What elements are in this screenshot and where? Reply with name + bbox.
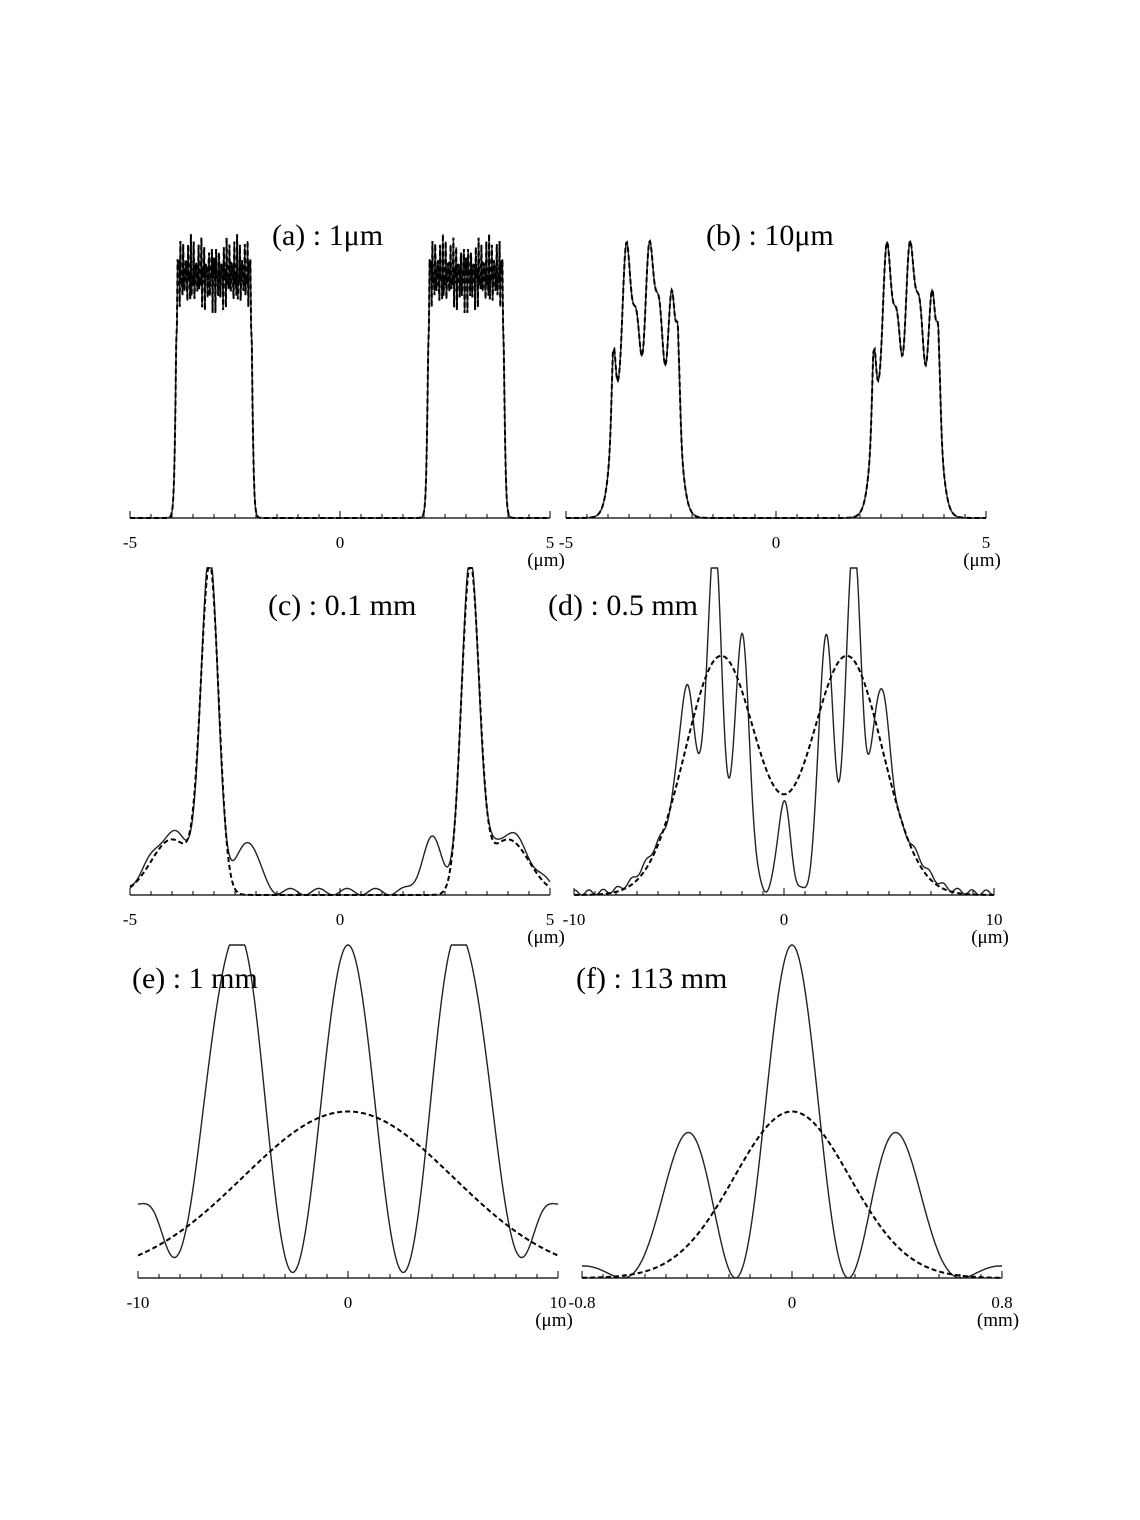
x-tick-label: 0: [772, 533, 781, 552]
x-tick-label: 0.8: [991, 1293, 1012, 1312]
x-tick-label: -5: [123, 910, 137, 929]
x-unit-label: (μm): [971, 927, 1009, 948]
panel-d: -10 0 10(μm) (d) : 0.5 mm: [548, 567, 1009, 948]
x-tick-label: -10: [127, 1293, 150, 1312]
x-tick-label: 5: [546, 910, 555, 929]
x-unit-label: (μm): [527, 927, 565, 948]
dashed-series-line: [130, 234, 550, 519]
panel-f: -0.8 0 0.8(mm) (f) : 113 mm: [569, 944, 1019, 1331]
x-tick-label: -0.8: [569, 1293, 596, 1312]
panel-title: (f) : 113 mm: [576, 962, 727, 995]
x-tick-label: 5: [546, 533, 555, 552]
dashed-series-line: [566, 239, 986, 519]
dashed-series-line: [137, 1110, 559, 1257]
x-tick-label: 0: [344, 1293, 353, 1312]
x-unit-label: (μm): [527, 550, 565, 571]
x-tick-label: -5: [123, 533, 137, 552]
x-tick-label: 10: [986, 910, 1003, 929]
solid-series-line: [566, 239, 986, 519]
panel-title: (d) : 0.5 mm: [548, 589, 698, 622]
panel-title: (c) : 0.1 mm: [268, 589, 416, 622]
x-tick-label: 0: [788, 1293, 797, 1312]
dashed-series-line: [129, 567, 551, 896]
x-tick-label: 0: [336, 910, 345, 929]
panel-a: -5 0 5(μm) (a) : 1μm: [123, 219, 565, 571]
x-tick-label: 0: [780, 910, 789, 929]
x-tick-label: 10: [550, 1293, 567, 1312]
panel-title: (a) : 1μm: [272, 219, 383, 252]
x-unit-label: (μm): [535, 1310, 573, 1331]
solid-series-line: [573, 567, 995, 896]
panel-e: -10 0 10(μm) (e) : 1 mm: [127, 944, 573, 1331]
x-tick-label: -10: [563, 910, 586, 929]
x-tick-label: 0: [336, 533, 345, 552]
x-tick-label: 5: [982, 533, 991, 552]
panel-title: (e) : 1 mm: [132, 962, 258, 995]
solid-series-line: [582, 944, 1002, 1279]
panel-b: -5 0 5(μm) (b) : 10μm: [559, 219, 1001, 571]
panel-c: -5 0 5(μm) (c) : 0.1 mm: [123, 567, 565, 948]
x-unit-label: (μm): [963, 550, 1001, 571]
panel-title: (b) : 10μm: [706, 219, 834, 252]
dashed-series-line: [582, 1110, 1002, 1279]
dashed-series-line: [573, 654, 995, 896]
solid-series-line: [137, 944, 559, 1274]
x-unit-label: (mm): [977, 1310, 1019, 1331]
x-tick-label: -5: [559, 533, 573, 552]
